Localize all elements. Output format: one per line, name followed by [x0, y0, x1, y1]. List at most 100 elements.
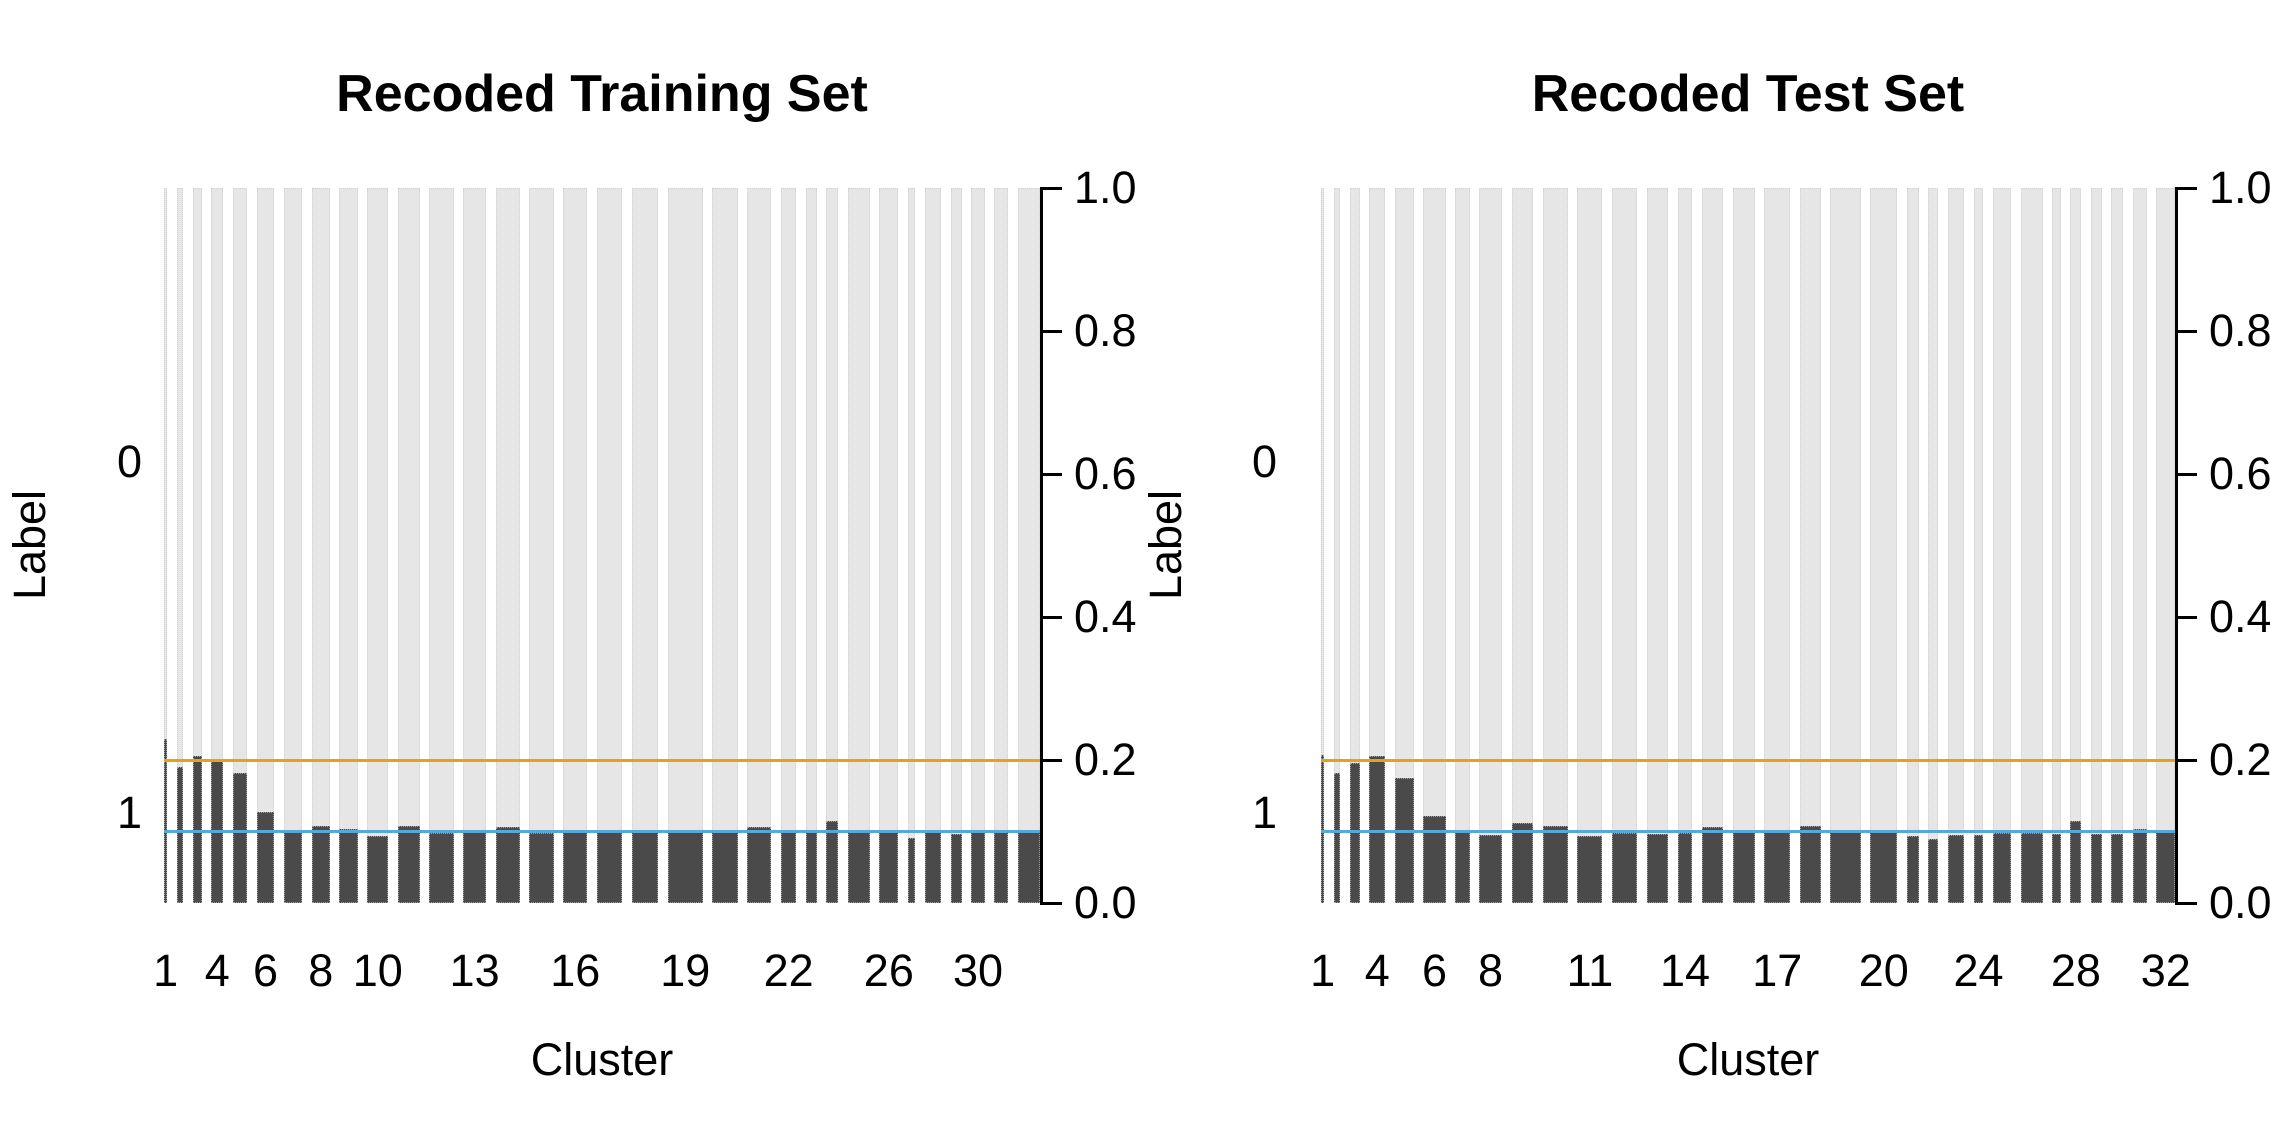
label0-segment: [1369, 188, 1386, 756]
cluster-20-bar: [1870, 188, 1898, 903]
test-label-1: 1: [1251, 787, 1277, 838]
cluster-30-bar: [971, 188, 985, 903]
blue-reference-line: [1321, 830, 2175, 833]
cluster-22-bar: [1928, 188, 1939, 903]
cluster-13-bar: [463, 188, 487, 903]
label1-segment: [847, 831, 870, 903]
label0-segment: [1870, 188, 1898, 831]
label0-segment: [1677, 188, 1693, 833]
label0-segment: [907, 188, 916, 838]
label1-segment: [994, 831, 1009, 903]
cluster-13-bar: [1646, 188, 1669, 903]
label1-segment: [805, 830, 817, 903]
label0-segment: [1349, 188, 1360, 763]
label1-segment: [1973, 835, 1984, 903]
y-axis-tick-label: 0.2: [2209, 734, 2270, 785]
label0-segment: [1017, 188, 1040, 832]
cluster-6-bar: [1423, 188, 1446, 903]
cluster-25-bar: [847, 188, 870, 903]
cluster-24-bar: [1973, 188, 1984, 903]
cluster-10-bar: [367, 188, 389, 903]
right-y-axis-line: [1040, 186, 1043, 905]
training-x-axis-title: Cluster: [530, 1034, 674, 1085]
x-axis-tick-label: 8: [308, 945, 334, 996]
label0-segment: [1577, 188, 1603, 836]
cluster-30-bar: [2111, 188, 2124, 903]
label0-segment: [495, 188, 520, 828]
label0-segment: [2156, 188, 2175, 832]
label1-segment: [563, 831, 588, 903]
cluster-15-bar: [1701, 188, 1724, 903]
x-axis-tick-label: 6: [252, 945, 278, 996]
label1-segment: [1947, 835, 1965, 903]
y-axis-tick: [1040, 901, 1062, 905]
label1-segment: [1511, 822, 1534, 903]
label0-segment: [2020, 188, 2043, 833]
x-axis-tick-label: 8: [1478, 945, 1504, 996]
y-axis-tick: [1040, 615, 1062, 619]
cluster-17-bar: [1764, 188, 1791, 903]
x-axis-tick-label: 26: [863, 945, 914, 996]
label1-segment: [397, 826, 420, 903]
label1-segment: [2070, 820, 2082, 903]
cluster-32-bar: [1017, 188, 1040, 903]
label0-segment: [1928, 188, 1939, 840]
x-axis-tick-label: 20: [1858, 945, 1909, 996]
x-axis-tick-label: 24: [1953, 945, 2004, 996]
cluster-5-bar: [1394, 188, 1414, 903]
label1-segment: [283, 832, 303, 903]
cluster-3-bar: [1349, 188, 1360, 903]
label0-segment: [211, 188, 224, 760]
cluster-1-bar: [164, 188, 168, 903]
y-axis-tick-label: 0.4: [2209, 591, 2270, 642]
cluster-12-bar: [429, 188, 454, 903]
orange-reference-line: [1321, 758, 2175, 762]
cluster-27-bar: [2052, 188, 2061, 903]
label1-segment: [950, 833, 962, 903]
label0-segment: [1511, 188, 1534, 823]
y-axis-tick-label: 0.8: [2209, 305, 2270, 356]
label1-segment: [1906, 835, 1919, 903]
label1-segment: [256, 812, 275, 903]
label0-segment: [1992, 188, 2012, 833]
x-axis-tick-label: 19: [660, 945, 711, 996]
label1-segment: [1799, 825, 1821, 903]
label0-segment: [1830, 188, 1861, 833]
label1-segment: [1764, 831, 1791, 903]
training-chart-title: Recoded Training Set: [336, 65, 868, 123]
y-axis-tick-label: 0.6: [2209, 448, 2270, 499]
label0-segment: [847, 188, 870, 832]
cluster-5-bar: [232, 188, 248, 903]
label1-segment: [164, 738, 168, 903]
label1-segment: [1369, 755, 1386, 903]
y-axis-tick-label: 0.0: [2209, 877, 2270, 928]
cluster-7-bar: [1455, 188, 1470, 903]
cluster-20-bar: [712, 188, 738, 903]
label1-segment: [2111, 833, 2124, 903]
y-axis-tick: [1040, 186, 1062, 190]
cluster-14-bar: [495, 188, 520, 903]
label0-segment: [339, 188, 358, 830]
label0-segment: [283, 188, 303, 833]
label1-segment: [2156, 831, 2175, 903]
cluster-29-bar: [950, 188, 962, 903]
label1-segment: [1017, 831, 1040, 903]
cluster-15-bar: [529, 188, 554, 903]
label0-segment: [192, 188, 202, 756]
training-label-1: 1: [116, 787, 142, 838]
label1-segment: [1646, 833, 1669, 903]
label1-segment: [339, 829, 358, 903]
training-y-axis-title: Label: [4, 489, 55, 601]
label0-segment: [1947, 188, 1965, 836]
test-chart-title: Recoded Test Set: [1531, 65, 1965, 123]
label0-segment: [429, 188, 454, 833]
x-axis-tick-label: 14: [1659, 945, 1711, 996]
y-axis-tick: [2175, 758, 2197, 762]
cluster-18-bar: [631, 188, 659, 903]
label1-segment: [924, 831, 942, 903]
label1-segment: [463, 831, 487, 903]
x-axis-tick-label: 4: [1364, 945, 1390, 996]
label0-segment: [1455, 188, 1470, 833]
x-axis-tick-label: 13: [449, 945, 500, 996]
